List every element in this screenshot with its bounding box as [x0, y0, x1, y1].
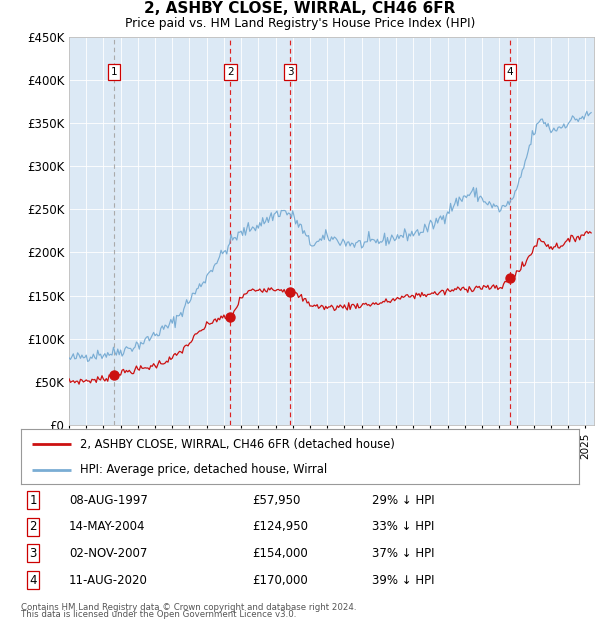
Text: 1: 1 — [110, 66, 117, 77]
Text: 1: 1 — [29, 494, 37, 507]
Text: Price paid vs. HM Land Registry's House Price Index (HPI): Price paid vs. HM Land Registry's House … — [125, 17, 475, 30]
Text: 3: 3 — [29, 547, 37, 560]
Text: 2, ASHBY CLOSE, WIRRAL, CH46 6FR: 2, ASHBY CLOSE, WIRRAL, CH46 6FR — [145, 1, 455, 16]
Text: Contains HM Land Registry data © Crown copyright and database right 2024.: Contains HM Land Registry data © Crown c… — [21, 603, 356, 612]
Text: 4: 4 — [506, 66, 513, 77]
Text: 14-MAY-2004: 14-MAY-2004 — [69, 520, 146, 533]
Text: 2: 2 — [227, 66, 233, 77]
Text: 4: 4 — [29, 574, 37, 587]
Text: 33% ↓ HPI: 33% ↓ HPI — [372, 520, 434, 533]
Text: £170,000: £170,000 — [252, 574, 308, 587]
Text: £124,950: £124,950 — [252, 520, 308, 533]
Text: 39% ↓ HPI: 39% ↓ HPI — [372, 574, 434, 587]
Text: 2: 2 — [29, 520, 37, 533]
Text: £154,000: £154,000 — [252, 547, 308, 560]
Text: HPI: Average price, detached house, Wirral: HPI: Average price, detached house, Wirr… — [80, 464, 327, 476]
Text: 08-AUG-1997: 08-AUG-1997 — [69, 494, 148, 507]
Text: 37% ↓ HPI: 37% ↓ HPI — [372, 547, 434, 560]
Text: 11-AUG-2020: 11-AUG-2020 — [69, 574, 148, 587]
Text: This data is licensed under the Open Government Licence v3.0.: This data is licensed under the Open Gov… — [21, 610, 296, 619]
Text: £57,950: £57,950 — [252, 494, 301, 507]
Text: 2, ASHBY CLOSE, WIRRAL, CH46 6FR (detached house): 2, ASHBY CLOSE, WIRRAL, CH46 6FR (detach… — [80, 438, 394, 451]
Text: 02-NOV-2007: 02-NOV-2007 — [69, 547, 148, 560]
Text: 3: 3 — [287, 66, 293, 77]
Text: 29% ↓ HPI: 29% ↓ HPI — [372, 494, 434, 507]
